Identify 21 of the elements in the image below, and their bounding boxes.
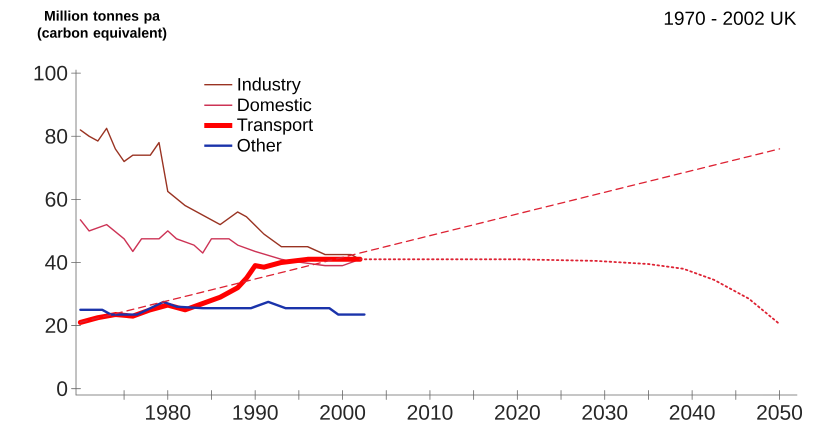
x-tick-label: 2050 [757, 405, 802, 420]
legend-label: Transport [237, 118, 313, 135]
y-tick-label: 80 [46, 128, 68, 144]
legend-label: Domestic [238, 98, 312, 112]
y-tick-label: 40 [45, 255, 68, 270]
y-tick-label: 100 [34, 66, 68, 81]
x-tick-label: 2040 [670, 405, 715, 420]
x-tick-label: 2000 [320, 405, 366, 420]
line-series [79, 300, 366, 316]
y-axis-title: Million tonnes pa (carbon equivalent) [38, 10, 166, 41]
x-tick-label: 2030 [582, 405, 628, 420]
y-tick-label: 20 [46, 318, 68, 333]
legend-label: Other [238, 138, 282, 152]
y-tick-label: 0 [57, 381, 68, 396]
x-tick-label: 1980 [146, 405, 190, 420]
chart-title: 1970 - 2002 UK [664, 12, 796, 25]
x-tick-label: 2020 [495, 405, 540, 420]
legend-label: Industry [238, 77, 301, 94]
x-tick-label: 1990 [233, 405, 278, 420]
y-tick-label: 60 [46, 192, 68, 207]
x-tick-label: 2010 [408, 405, 452, 420]
